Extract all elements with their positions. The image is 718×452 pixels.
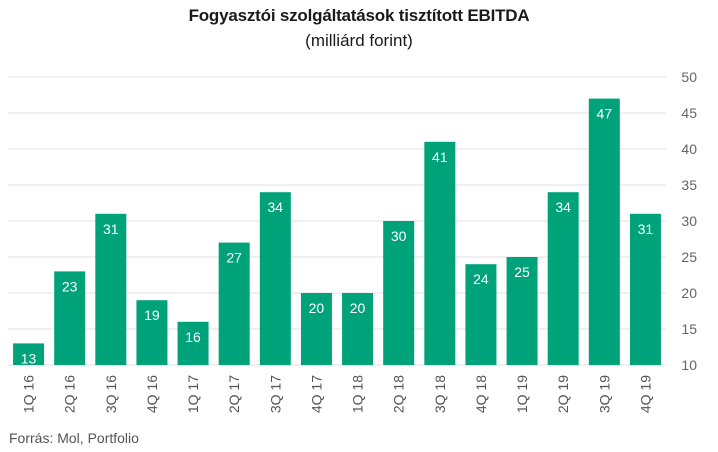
bar-value-label: 31 — [103, 221, 119, 237]
bar-value-label: 13 — [21, 350, 37, 366]
bar-value-label: 30 — [391, 228, 407, 244]
bar — [259, 192, 291, 365]
bar — [547, 192, 579, 365]
bar — [136, 300, 168, 365]
x-tick-label: 2Q 18 — [391, 375, 407, 413]
bar-value-label: 19 — [144, 307, 160, 323]
x-tick-label: 2Q 19 — [555, 375, 571, 413]
bar — [177, 321, 209, 365]
x-tick-label: 3Q 17 — [267, 375, 283, 413]
bar-value-label: 34 — [555, 199, 571, 215]
bar-value-label: 34 — [268, 199, 284, 215]
y-tick-label: 20 — [681, 285, 697, 301]
bar-value-label: 24 — [473, 271, 489, 287]
x-tick-label: 1Q 17 — [185, 375, 201, 413]
bar — [13, 343, 45, 365]
bar — [218, 242, 250, 365]
bar — [424, 141, 456, 365]
bar — [383, 221, 415, 365]
y-tick-label: 40 — [681, 141, 697, 157]
bar — [588, 98, 620, 365]
x-tick-label: 4Q 18 — [473, 375, 489, 413]
chart-title: Fogyasztói szolgáltatások tisztított EBI… — [188, 6, 530, 25]
bar — [465, 264, 497, 365]
y-tick-label: 15 — [681, 321, 697, 337]
bar — [342, 293, 374, 365]
bar-value-label: 16 — [185, 329, 201, 345]
bar-value-label: 23 — [62, 278, 78, 294]
y-tick-label: 45 — [681, 105, 697, 121]
bar-value-label: 25 — [514, 264, 530, 280]
bar-value-label: 20 — [309, 300, 325, 316]
y-tick-label: 50 — [681, 69, 697, 85]
bar — [95, 213, 127, 365]
y-tick-label: 30 — [681, 213, 697, 229]
x-tick-label: 3Q 16 — [103, 375, 119, 413]
x-tick-label: 2Q 17 — [226, 375, 242, 413]
label-layer: 13 23 31 19 16 27 34 20 20 30 41 24 25 34 47 31 — [21, 106, 654, 367]
bar-value-label: 31 — [638, 221, 654, 237]
source-note: Forrás: Mol, Portfolio — [9, 430, 139, 446]
bar — [300, 293, 332, 365]
x-tick-label: 2Q 16 — [62, 375, 78, 413]
bar — [506, 257, 538, 365]
x-tick-label: 4Q 17 — [308, 375, 324, 413]
x-tick-label: 3Q 19 — [596, 375, 612, 413]
bar-layer — [13, 98, 661, 365]
y-axis: 10 15 20 25 30 35 40 45 50 — [681, 69, 697, 373]
y-tick-label: 25 — [681, 249, 697, 265]
y-tick-label: 35 — [681, 177, 697, 193]
bar-value-label: 47 — [597, 106, 613, 122]
y-tick-label: 10 — [681, 357, 697, 373]
x-tick-label: 1Q 16 — [21, 375, 37, 413]
bar — [54, 271, 86, 365]
bar-value-label: 20 — [350, 300, 366, 316]
x-tick-label: 4Q 19 — [637, 375, 653, 413]
x-tick-label: 3Q 18 — [432, 375, 448, 413]
x-tick-label: 4Q 16 — [144, 375, 160, 413]
bar — [629, 213, 661, 365]
x-tick-label: 1Q 19 — [514, 375, 530, 413]
x-tick-label: 1Q 18 — [350, 375, 366, 413]
bar-value-label: 27 — [226, 250, 242, 266]
chart-subtitle: (milliárd forint) — [305, 31, 413, 50]
bar-value-label: 41 — [432, 149, 448, 165]
x-axis: 1Q 16 2Q 16 3Q 16 4Q 16 1Q 17 2Q 17 3Q 17 4Q 17… — [21, 375, 654, 413]
